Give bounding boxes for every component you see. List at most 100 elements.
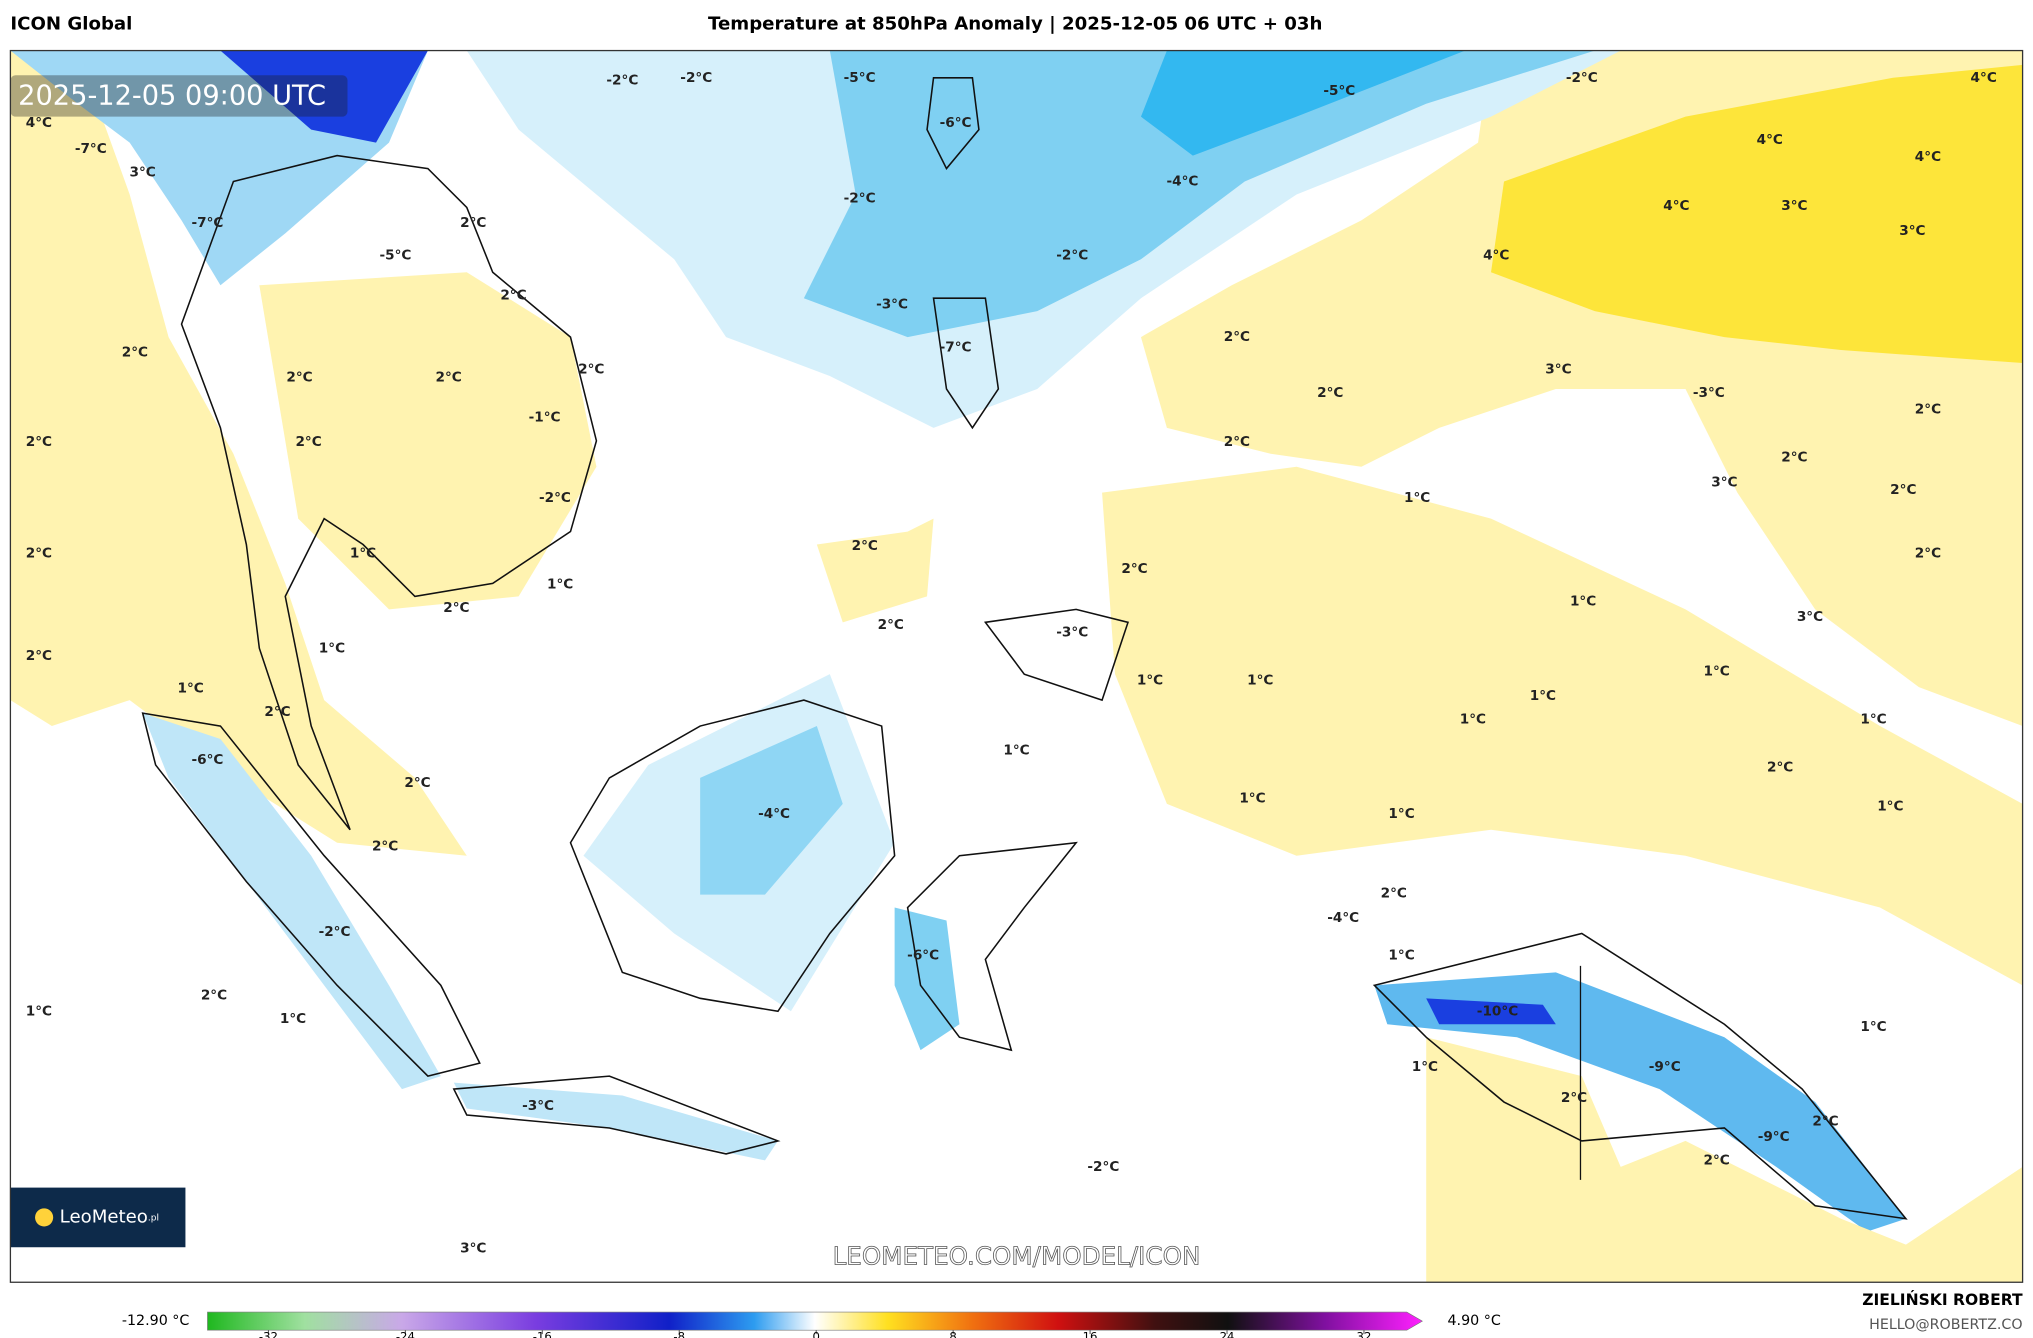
colorbar-tick-label: 24: [1220, 1329, 1235, 1338]
contour-label: 2°C: [295, 434, 321, 450]
colorbar-ticks: -32 -24 -16 -8 0 8 16 24 32: [259, 1329, 1371, 1338]
contour-label: -6°C: [940, 115, 972, 131]
contour-label: 1°C: [1247, 673, 1273, 689]
contour-label: 2°C: [1812, 1113, 1838, 1129]
contour-label: -1°C: [529, 409, 561, 425]
contour-label: -3°C: [1056, 625, 1088, 641]
contour-label: 2°C: [1224, 329, 1250, 345]
contour-label: -5°C: [1323, 83, 1355, 99]
max-label: 4.90 °C: [1447, 1313, 1500, 1329]
contour-label: 1°C: [280, 1011, 306, 1027]
contour-label: 2°C: [1317, 385, 1343, 401]
contour-label: 3°C: [1781, 198, 1807, 214]
contour-label: -6°C: [907, 948, 939, 964]
contour-label: 2°C: [264, 704, 290, 720]
cold-core: [1140, 50, 1466, 156]
contour-label: -9°C: [1649, 1059, 1681, 1075]
contour-label: 2°C: [878, 617, 904, 633]
colorbar-tick-label: 32: [1357, 1329, 1372, 1338]
contour-label: 2°C: [443, 600, 469, 616]
contour-label: 1°C: [547, 577, 573, 593]
contour-label: 1°C: [26, 1003, 52, 1019]
contour-label: 4°C: [26, 115, 52, 131]
contour-label: 1°C: [1412, 1059, 1438, 1075]
cold-core: [1426, 998, 1556, 1025]
author: ZIELIŃSKI ROBERT: [1862, 1290, 2023, 1309]
email: HELLO@ROBERTZ.CO: [1869, 1317, 2022, 1333]
contour-label: 4°C: [1757, 132, 1783, 148]
contour-label: 2°C: [201, 988, 227, 1004]
contour-label: 2°C: [26, 546, 52, 562]
contour-label: -10°C: [1477, 1003, 1518, 1019]
contour-label: 2°C: [122, 345, 148, 361]
contour-label: 3°C: [1545, 362, 1571, 378]
contour-label: -2°C: [319, 924, 351, 940]
colorbar-tick-label: -8: [673, 1329, 685, 1338]
contour-label: 4°C: [1483, 247, 1509, 263]
logo-text: LeoMeteo.pl: [60, 1206, 159, 1227]
contour-label: 1°C: [1877, 798, 1903, 814]
warm-core: [1491, 64, 2023, 364]
contour-label: -3°C: [1693, 385, 1725, 401]
contour-label: 4°C: [1663, 198, 1689, 214]
cold-region: [142, 713, 441, 1090]
contour-label: 1°C: [319, 640, 345, 656]
contour-label: -5°C: [844, 70, 876, 86]
contour-label: 1°C: [1570, 594, 1596, 610]
contour-label: -3°C: [522, 1098, 554, 1114]
contour-label: 1°C: [1239, 791, 1265, 807]
contour-label: 2°C: [1781, 450, 1807, 466]
map-title: Temperature at 850hPa Anomaly | 2025-12-…: [708, 14, 1322, 35]
contour-label: 3°C: [1899, 223, 1925, 239]
contour-label: -7°C: [192, 215, 224, 231]
contour-label: 2°C: [286, 369, 312, 385]
contour-label: -6°C: [192, 752, 224, 768]
cold-band: [700, 726, 843, 895]
contour-label: 2°C: [26, 434, 52, 450]
contour-label: 2°C: [1890, 482, 1916, 498]
contour-label: 1°C: [1703, 664, 1729, 680]
cold-core: [220, 50, 428, 143]
contour-label: -4°C: [1327, 910, 1359, 926]
logo-sun: [35, 1208, 54, 1227]
contour-label: 2°C: [500, 288, 526, 304]
contour-label: 1°C: [1460, 712, 1486, 728]
contour-label: 1°C: [1530, 688, 1556, 704]
watermark: LEOMETEO.COM/MODEL/ICON: [833, 1242, 1201, 1271]
contour-label: -5°C: [380, 247, 412, 263]
timestamp: 2025-12-05 09:00 UTC: [18, 81, 326, 112]
colorbar-tick-label: -16: [533, 1329, 552, 1338]
colorbar: [207, 1311, 1423, 1331]
contour-label: -7°C: [75, 141, 107, 157]
map: -2°C -2°C -5°C -6°C -5°C -2°C 4°C 4°C -7°C 3°C -4°…: [10, 50, 2023, 1283]
contour-label: 1°C: [1003, 743, 1029, 759]
colorbar-tick-label: 16: [1083, 1329, 1098, 1338]
contour-label: 1°C: [1388, 806, 1414, 822]
contour-labels: -2°C -2°C -5°C -6°C -5°C -2°C 4°C 4°C -7°C 3°C -4°…: [26, 70, 1997, 1257]
timestamp-box: [10, 75, 348, 117]
contour-label: -3°C: [876, 297, 908, 313]
contour-label: 1°C: [1404, 490, 1430, 506]
contour-label: -2°C: [1056, 247, 1088, 263]
contour-label: 3°C: [1797, 609, 1823, 625]
contour-label: 1°C: [350, 546, 376, 562]
contour-label: -2°C: [606, 72, 638, 88]
contour-label: -2°C: [844, 190, 876, 206]
contour-label: 2°C: [1703, 1152, 1729, 1168]
contour-label: 2°C: [1767, 760, 1793, 776]
contour-label: 2°C: [852, 538, 878, 554]
cold-band: [803, 50, 1595, 338]
contour-label: 2°C: [1224, 434, 1250, 450]
contour-label: -4°C: [758, 806, 790, 822]
contour-label: -2°C: [539, 490, 571, 506]
contour-label: 3°C: [460, 1241, 486, 1257]
contour-label: -7°C: [940, 339, 972, 355]
contour-label: 2°C: [1121, 561, 1147, 577]
contour-label: -2°C: [680, 70, 712, 86]
contour-label: 2°C: [435, 369, 461, 385]
contour-label: 1°C: [1860, 1019, 1886, 1035]
contour-label: -2°C: [1566, 70, 1598, 86]
contour-label: 2°C: [1915, 402, 1941, 418]
cold-band: [1374, 972, 1906, 1232]
